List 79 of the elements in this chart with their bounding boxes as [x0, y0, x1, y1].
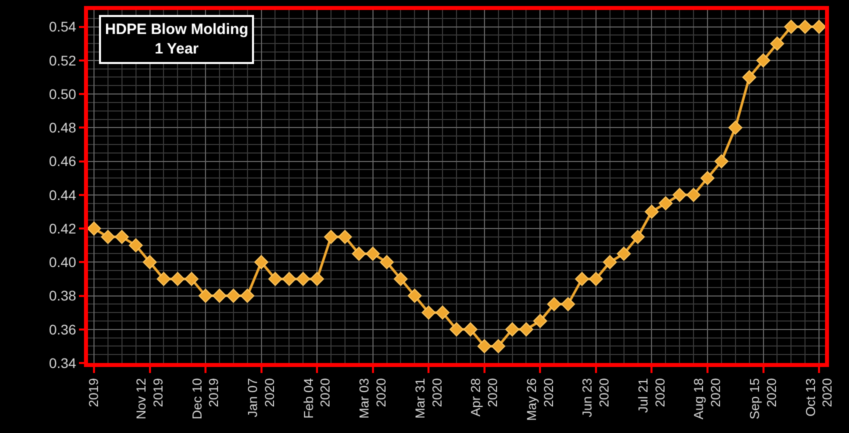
point	[394, 272, 408, 286]
point	[408, 288, 422, 303]
point	[310, 272, 324, 286]
point	[602, 255, 617, 270]
point	[156, 272, 171, 286]
y-tick-label: 0.46	[48, 153, 76, 170]
point	[630, 230, 645, 244]
x-tick-label: Jan 07 2020	[245, 378, 277, 418]
point	[784, 20, 798, 34]
x-tick-label: Sep 15 2020	[747, 378, 779, 420]
point	[352, 246, 366, 261]
point	[519, 322, 534, 336]
point	[128, 238, 143, 252]
point	[588, 272, 603, 286]
x-tick-label: Mar 03 2020	[356, 378, 389, 419]
point	[756, 53, 770, 68]
x-tick-label: 2019	[86, 378, 102, 408]
point	[812, 20, 826, 34]
point	[268, 272, 282, 286]
point	[798, 20, 812, 34]
point	[86, 222, 101, 236]
point	[114, 230, 129, 244]
x-tick-label: Jun 23 2020	[580, 378, 612, 418]
point	[463, 322, 478, 336]
point	[533, 314, 548, 328]
y-tick-label: 0.54	[48, 18, 76, 35]
y-tick-label: 0.44	[48, 186, 76, 203]
point	[450, 322, 464, 336]
x-tick-label: Feb 04 2020	[300, 378, 333, 419]
text: HDPE Blow Molding 1 Year	[105, 21, 248, 58]
y-tick-label: 0.36	[48, 321, 76, 338]
point	[616, 246, 631, 261]
point	[296, 272, 310, 286]
point	[714, 154, 728, 168]
x-tick-label: Mar 31 2020	[412, 378, 444, 419]
point	[212, 288, 226, 303]
point	[658, 196, 673, 210]
x-tick-label: Dec 10 2019	[189, 378, 222, 420]
point	[547, 297, 562, 312]
point	[505, 322, 520, 336]
point	[770, 36, 784, 51]
x-tick-label: Aug 18 2020	[691, 378, 724, 420]
point	[477, 339, 492, 354]
x-tick-label: May 26 2020	[524, 378, 556, 421]
point	[254, 255, 268, 270]
point	[170, 272, 185, 286]
point	[672, 188, 687, 202]
point	[561, 297, 576, 312]
point	[644, 204, 659, 219]
y-tick-label: 0.38	[48, 288, 76, 304]
y-tick-label: 0.40	[48, 254, 76, 270]
x-tick-label: Apr 28 2020	[468, 378, 500, 417]
point	[574, 272, 589, 286]
point	[491, 339, 506, 354]
point	[198, 288, 213, 303]
y-tick-label: 0.48	[48, 120, 76, 136]
point	[324, 230, 338, 244]
point	[436, 306, 450, 320]
point	[226, 288, 240, 303]
point	[338, 230, 352, 244]
point	[728, 120, 742, 135]
point	[240, 288, 254, 303]
y-tick-label: 0.52	[48, 52, 76, 68]
y-tick-label: 0.50	[48, 86, 76, 102]
point	[380, 255, 394, 270]
point	[100, 230, 115, 244]
x-tick-label: Oct 13 2020	[802, 378, 835, 416]
point	[686, 188, 701, 202]
point	[282, 272, 296, 286]
x-tick-label: Nov 12 2019	[134, 378, 166, 420]
point	[366, 246, 380, 261]
point	[742, 70, 756, 84]
point	[142, 255, 157, 270]
point	[422, 306, 436, 320]
y-tick-label: 0.42	[48, 220, 76, 236]
x-tick-label: Jul 21 2020	[635, 378, 668, 413]
point	[184, 272, 199, 286]
y-tick-label: 0.34	[48, 354, 76, 371]
point	[700, 171, 714, 186]
